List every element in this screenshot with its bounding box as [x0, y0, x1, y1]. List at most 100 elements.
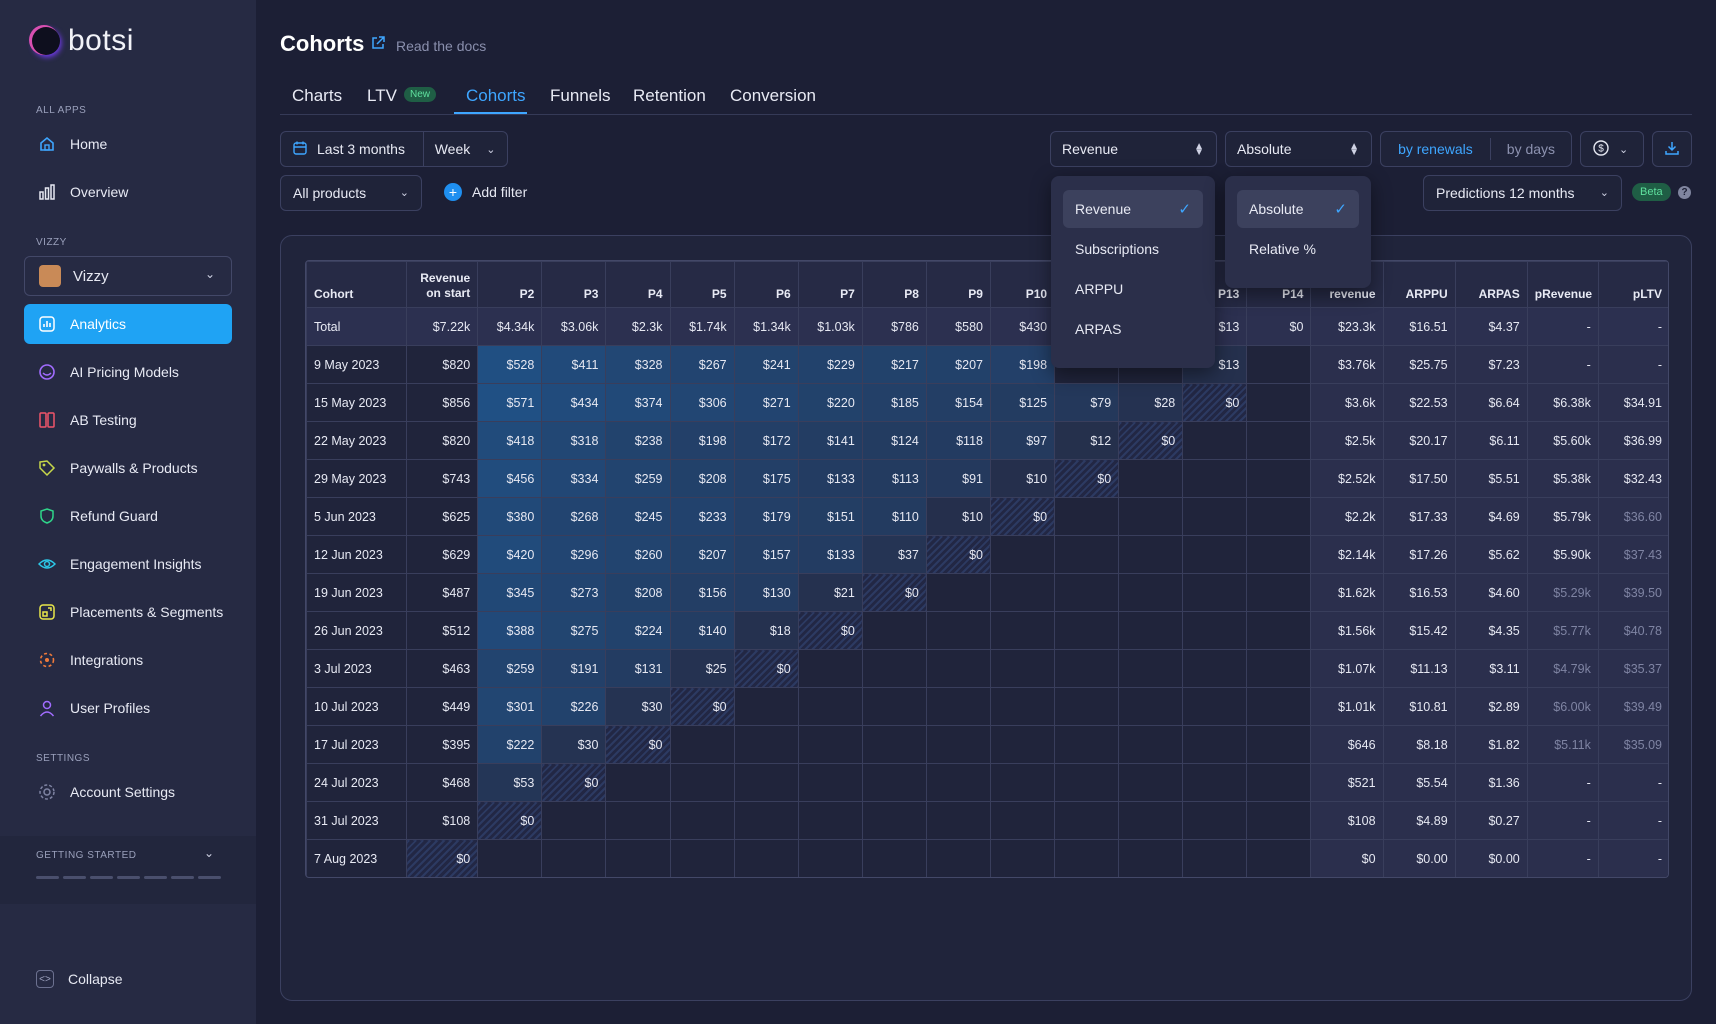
period-cell: $198 — [989, 345, 1056, 384]
table-row: 26 Jun 2023 $512 $388 $275 $224 $140 $18 $0 $1.5… — [306, 611, 1668, 650]
app-avatar — [39, 265, 61, 287]
cohort-cell: 7 Aug 2023 — [306, 839, 408, 877]
nav-ab-testing[interactable]: AB Testing — [24, 400, 232, 440]
period-cell: $260 — [605, 535, 671, 574]
nav-placements-segments[interactable]: Placements & Segments — [24, 592, 232, 632]
period-cell — [1182, 459, 1248, 498]
chevron-down-icon: ⌄ — [1619, 143, 1629, 156]
nav-overview[interactable]: Overview — [24, 172, 232, 212]
tab-charts[interactable]: Charts — [292, 86, 343, 105]
prevenue-cell: $4.79k — [1526, 649, 1599, 688]
revenue-total-cell: $3.76k — [1310, 345, 1384, 384]
tab-ltv[interactable]: LTV — [367, 86, 397, 105]
chevron-down-icon[interactable]: ⌄ — [204, 846, 215, 860]
date-range-select[interactable]: Last 3 months — [281, 132, 424, 166]
header-p7: P7 — [797, 261, 863, 308]
tab-funnels[interactable]: Funnels — [550, 86, 611, 105]
metric-select[interactable]: Revenue ▲ ▼ — [1050, 131, 1217, 167]
period-cell: $245 — [605, 497, 671, 536]
tab-cohorts[interactable]: Cohorts — [466, 86, 526, 105]
by-renewals-toggle[interactable]: by renewals — [1381, 138, 1491, 160]
period-cell: $0 — [477, 801, 543, 840]
metric-option-subscriptions[interactable]: Subscriptions — [1075, 241, 1160, 257]
period-cell: $0 — [1054, 459, 1120, 498]
period-cell: $172 — [733, 421, 799, 460]
add-filter-button[interactable]: + Add filter — [444, 183, 527, 201]
period-cell — [989, 725, 1056, 764]
period-cell: $224 — [605, 611, 671, 650]
download-button[interactable] — [1652, 131, 1692, 167]
period-cell — [1246, 497, 1312, 536]
app-name: botsi — [68, 24, 134, 57]
period-cell — [1246, 649, 1312, 688]
by-days-toggle[interactable]: by days — [1506, 141, 1556, 157]
pltv-cell: $36.60 — [1597, 497, 1668, 536]
nav-ai-pricing-models[interactable]: AI Pricing Models — [24, 352, 232, 392]
period-cell — [669, 725, 735, 764]
user-icon — [36, 697, 58, 719]
period-cell — [1246, 421, 1312, 460]
period-cell — [733, 801, 799, 840]
prevenue-cell: $5.11k — [1526, 725, 1599, 764]
tab-conversion[interactable]: Conversion — [730, 86, 816, 105]
header-prevenue: pRevenue — [1526, 261, 1599, 308]
header-arpas: ARPAS — [1454, 261, 1528, 308]
period-cell — [797, 725, 863, 764]
period-cell: $124 — [861, 421, 927, 460]
cohort-cell: 10 Jul 2023 — [306, 687, 408, 726]
period-cell: $12 — [1054, 421, 1120, 460]
arpas-cell: $6.64 — [1454, 383, 1528, 422]
collapse-button[interactable]: <> Collapse — [36, 970, 122, 988]
arpas-cell: $2.89 — [1454, 687, 1528, 726]
arpas-cell: $4.60 — [1454, 573, 1528, 612]
period-cell: $0 — [669, 687, 735, 726]
nav-user-profiles[interactable]: User Profiles — [24, 688, 232, 728]
metric-option-revenue[interactable]: Revenue ✓ — [1063, 190, 1203, 228]
cohort-table-wrapper[interactable]: Cohort Revenue on start P2 P3 P4 P5 P6 P7 P8 P9 P10… — [305, 260, 1669, 878]
period-cell — [1246, 611, 1312, 650]
arppu-cell: $0.00 — [1382, 839, 1456, 877]
nav-paywalls-products[interactable]: Paywalls & Products — [24, 448, 232, 488]
nav-analytics[interactable]: Analytics — [24, 304, 232, 344]
nav-account-settings[interactable]: Account Settings — [24, 772, 232, 812]
help-icon[interactable]: ? — [1678, 186, 1691, 199]
nav-integrations[interactable]: Integrations — [24, 640, 232, 680]
period-cell: $140 — [669, 611, 735, 650]
mode-select[interactable]: Absolute ▲ ▼ — [1225, 131, 1372, 167]
mode-label: Absolute — [1237, 141, 1292, 157]
period-cell — [1182, 839, 1248, 877]
period-cell — [861, 839, 927, 877]
start-revenue-cell: $625 — [406, 497, 479, 536]
logo[interactable]: botsi — [32, 24, 134, 58]
tab-retention[interactable]: Retention — [633, 86, 706, 105]
granularity-select[interactable]: Week ⌄ — [424, 132, 507, 166]
nav-engagement-insights[interactable]: Engagement Insights — [24, 544, 232, 584]
period-cell — [1246, 535, 1312, 574]
nav-home[interactable]: Home — [24, 124, 232, 164]
header-line: Revenue — [420, 271, 471, 285]
metric-option-arppu[interactable]: ARPPU — [1075, 281, 1124, 297]
currency-select[interactable]: $ ⌄ — [1580, 131, 1644, 167]
table-row: 12 Jun 2023 $629 $420 $296 $260 $207 $157 $133 $… — [306, 535, 1668, 574]
products-select[interactable]: All products ⌄ — [280, 175, 422, 211]
period-cell — [1246, 573, 1312, 612]
nav-integrations-label: Integrations — [70, 652, 144, 668]
metric-option-arpas[interactable]: ARPAS — [1075, 321, 1122, 337]
start-revenue-cell: $395 — [406, 725, 479, 764]
app-selector[interactable]: Vizzy ⌄ — [24, 256, 232, 296]
table-row: 31 Jul 2023 $108 $0 $108 $4.89 $0.27- - — [306, 801, 1668, 840]
period-cell — [1246, 725, 1312, 764]
total-row: Total $7.22k $4.34k $3.06k $2.3k $1.74k $1.34k… — [306, 307, 1668, 346]
mode-option-relative[interactable]: Relative % — [1249, 241, 1316, 257]
period-cell: $0 — [1182, 383, 1248, 422]
start-revenue-cell: $856 — [406, 383, 479, 422]
analytics-icon — [36, 313, 58, 335]
predictions-select[interactable]: Predictions 12 months ⌄ — [1423, 175, 1622, 211]
period-cell — [989, 573, 1056, 612]
getting-started-panel[interactable]: GETTING STARTED ⌄ — [0, 836, 256, 904]
table-row: 19 Jun 2023 $487 $345 $273 $208 $156 $130 $21 $0… — [306, 573, 1668, 612]
docs-link[interactable]: Read the docs — [370, 35, 486, 56]
mode-option-absolute[interactable]: Absolute ✓ — [1237, 190, 1359, 228]
revenue-total-cell: $0 — [1310, 839, 1384, 877]
nav-refund-guard[interactable]: Refund Guard — [24, 496, 232, 536]
